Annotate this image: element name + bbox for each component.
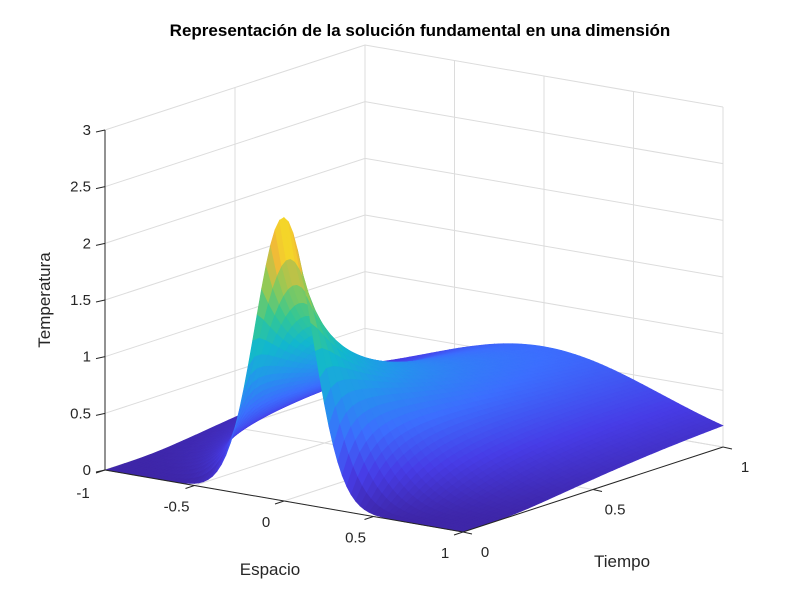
y-tick-label: 0 (481, 544, 489, 561)
x-tick-label: -0.5 (164, 499, 190, 516)
y-tick-label: 0.5 (605, 502, 626, 519)
x-tick-label: 0.5 (345, 530, 366, 547)
y-tick-label: 1 (741, 459, 749, 476)
surface-mesh (104, 216, 724, 533)
z-tick-label: 2.5 (70, 179, 91, 196)
z-tick-label: 2 (83, 235, 91, 252)
z-axis-label: Temperatura (35, 252, 54, 348)
x-tick-label: 0 (262, 514, 270, 531)
z-tick-label: 0.5 (70, 405, 91, 422)
x-tick-label: -1 (76, 485, 89, 502)
axes-lines (95, 129, 733, 536)
chart-title: Representación de la solución fundamenta… (170, 21, 671, 40)
x-axis-label: Espacio (240, 560, 300, 579)
z-tick-label: 1.5 (70, 292, 91, 309)
x-tick-label: 1 (441, 545, 449, 562)
z-tick-label: 0 (83, 462, 91, 479)
z-tick-label: 3 (83, 122, 91, 139)
y-axis-label: Tiempo (594, 552, 650, 571)
tick-labels: 0 0.5 1 1.5 2 2.5 3 -1 -0.5 0 0.5 1 0 0.5 1 (70, 122, 749, 562)
z-tick-label: 1 (83, 349, 91, 366)
